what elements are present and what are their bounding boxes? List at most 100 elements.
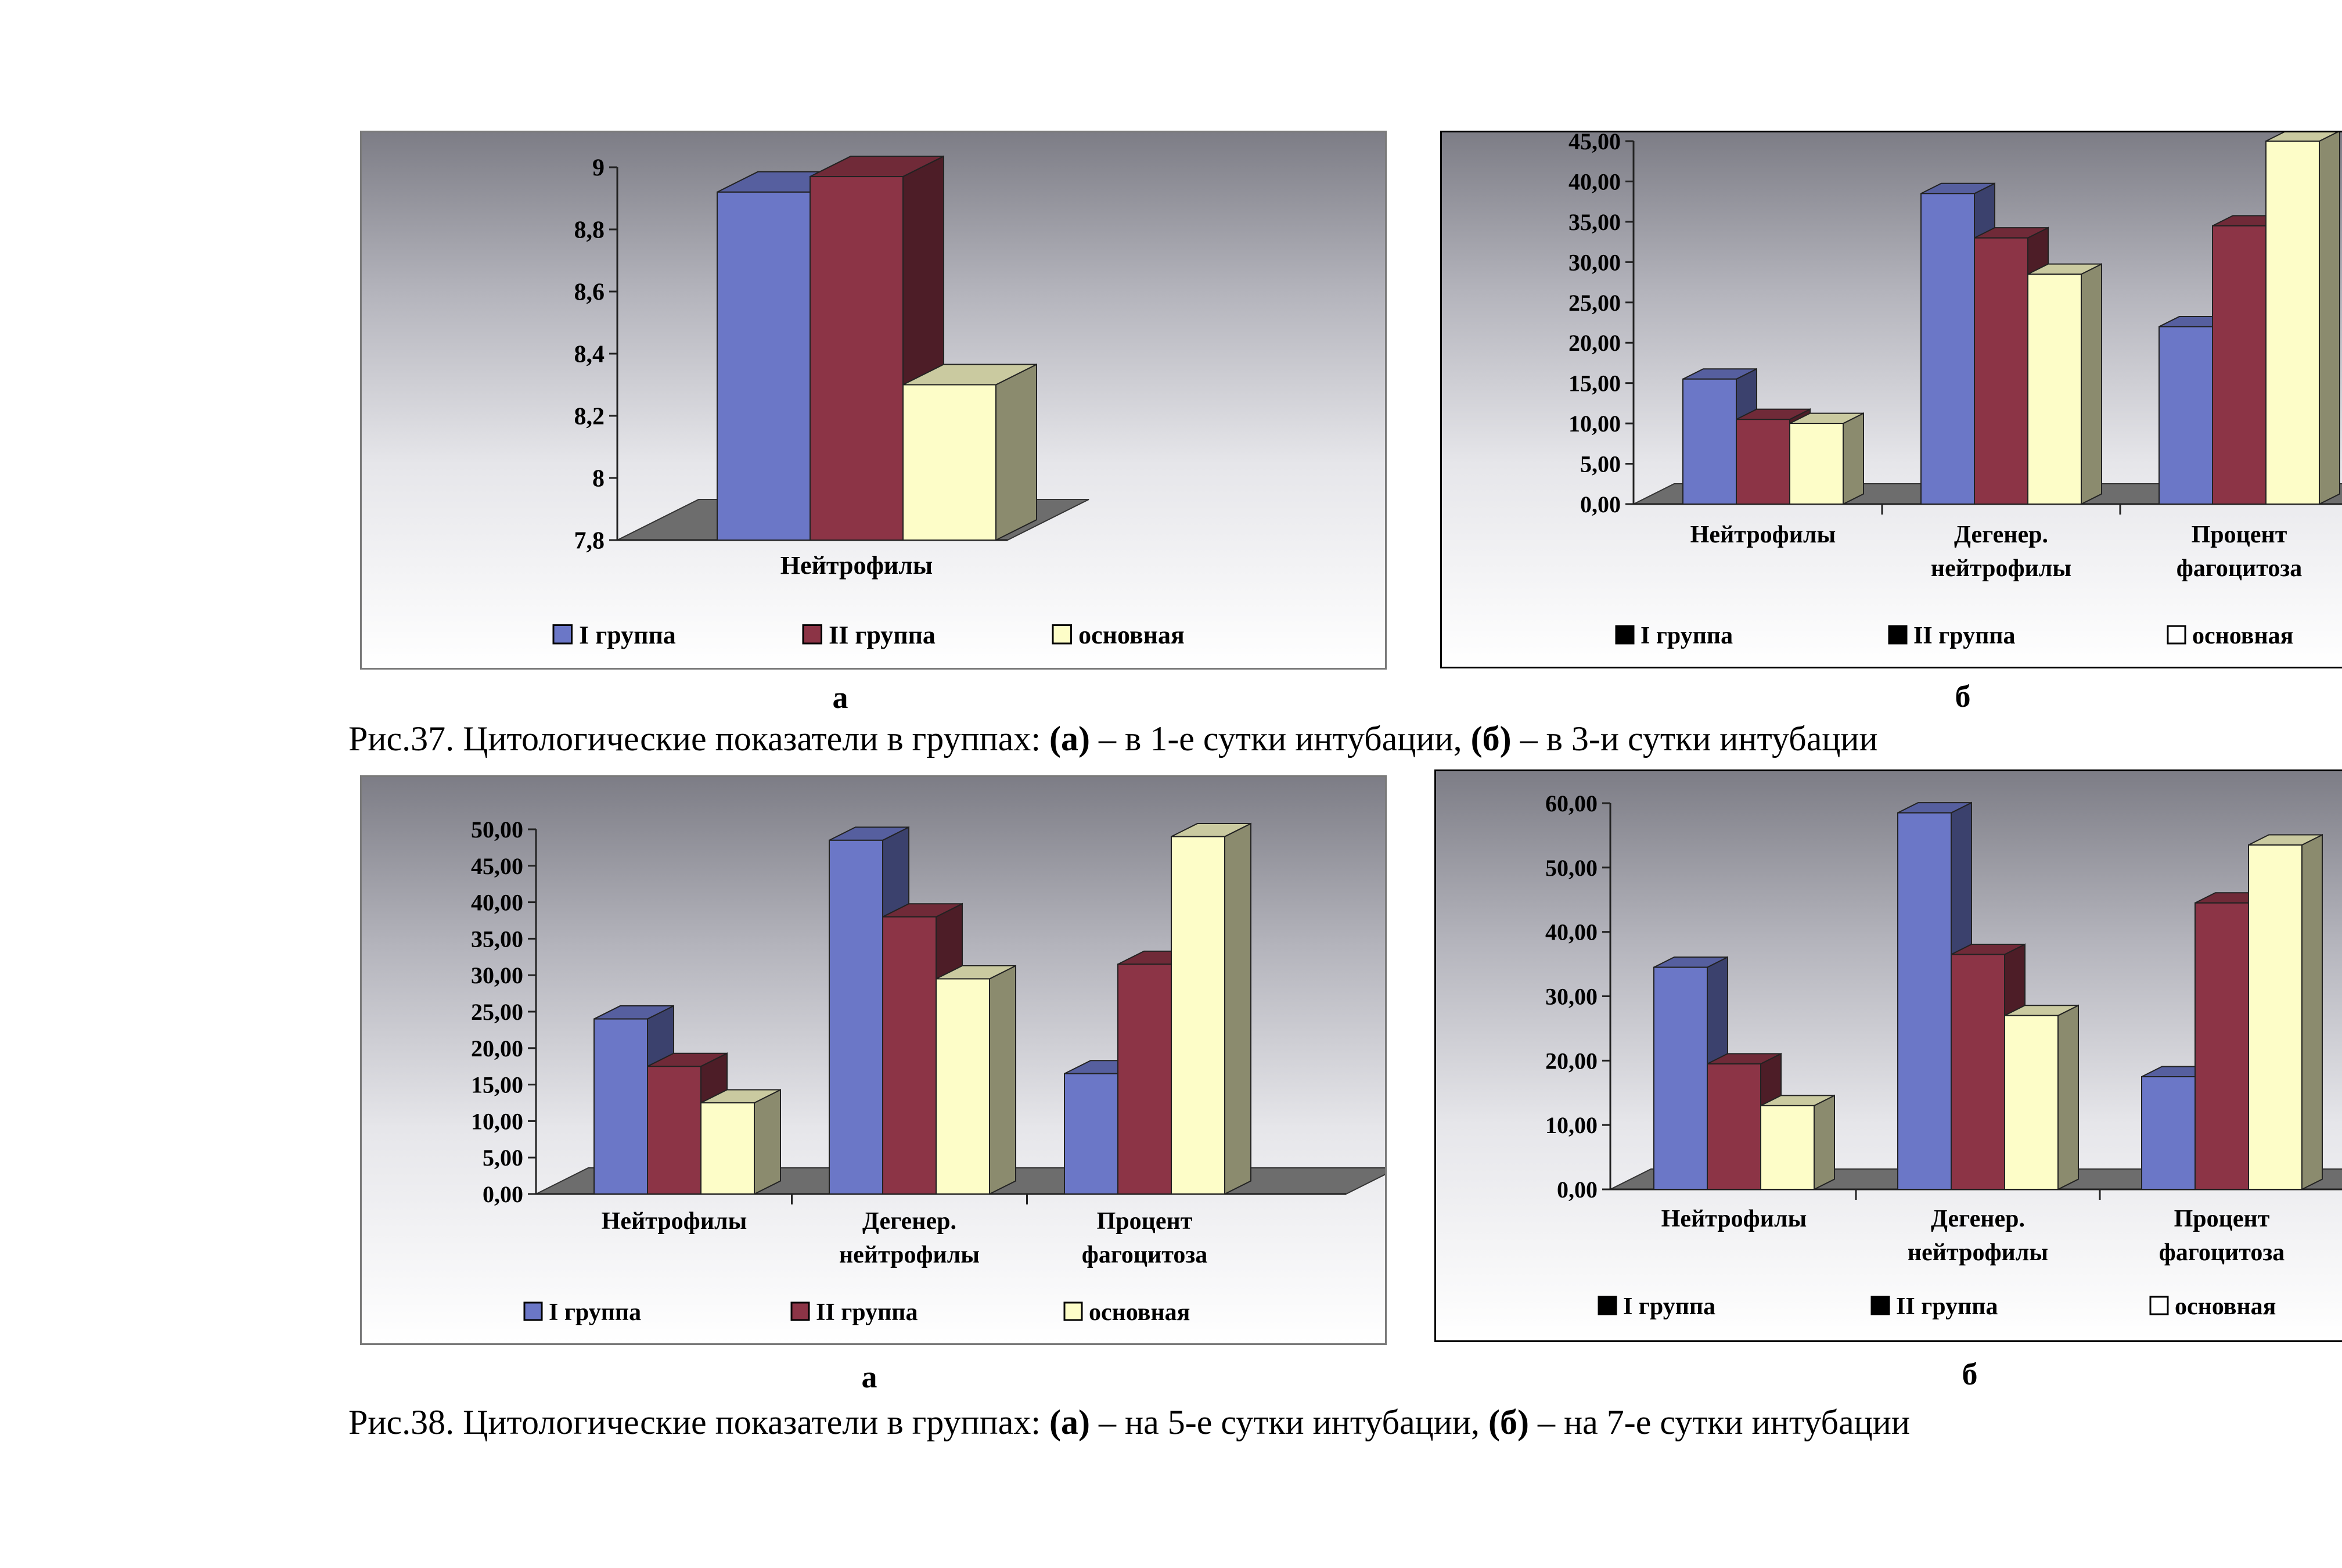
y-tick-label: 25,00: [471, 999, 523, 1025]
y-tick-label: 30,00: [1545, 984, 1598, 1010]
bar-front: [1653, 966, 1708, 1190]
bar-front: [829, 839, 883, 1195]
bar-front: [1951, 954, 2005, 1190]
bar-front: [902, 384, 996, 541]
category-label: нейтрофилы: [1931, 555, 2071, 582]
legend-swatch: [1052, 624, 1072, 645]
category-label: Дегенер.: [1931, 1206, 2025, 1232]
bar-front: [1736, 419, 1790, 505]
y-tick-label: 30,00: [471, 962, 523, 988]
bar-front: [1789, 423, 1844, 505]
legend-label: основная: [1078, 621, 1185, 649]
y-tick-label: 10,00: [471, 1108, 523, 1134]
chart-panel-37a: 9 8,8 8,6 8,4 8,2 8 7,8 Нейтрофилы I группа II гр…: [360, 131, 1387, 670]
legend-swatch: [1888, 625, 1908, 645]
chart-37a: 9 8,8 8,6 8,4 8,2 8 7,8 Нейтрофилы I группа II гр…: [552, 155, 1185, 649]
y-tick-label: 5,00: [483, 1145, 523, 1171]
bar-side: [2081, 263, 2102, 505]
y-tick-label: 0,00: [483, 1181, 523, 1207]
bar-3: [2004, 1004, 2079, 1191]
y-tick-label: 7,8: [574, 528, 605, 555]
y-tick-label: 15,00: [471, 1072, 523, 1098]
category-label: нейтрофилы: [839, 1242, 980, 1268]
legend-swatch: [523, 1301, 543, 1321]
chart-37b: 45,00 40,00 35,00 30,00 25,00 20,00 15,00 10,00…: [1568, 132, 2342, 649]
bar-front: [810, 176, 904, 541]
bar-3: [1760, 1094, 1835, 1191]
bar-3: [1171, 822, 1251, 1195]
category-label: Нейтрофилы: [602, 1208, 747, 1235]
y-tick-label: 10,00: [1568, 411, 1621, 437]
legend-swatch: [802, 624, 822, 645]
y-tick-label: 50,00: [1545, 855, 1598, 881]
legend-label: основная: [2192, 623, 2293, 649]
y-tick-label: 5,00: [1580, 451, 1621, 477]
subfigure-label-37b: б: [1955, 679, 1971, 714]
bar-side: [1843, 412, 1864, 505]
y-tick-label: 40,00: [1545, 919, 1598, 945]
category-label: Нейтрофилы: [1690, 522, 1836, 548]
bar-front: [2194, 902, 2249, 1191]
y-tick-label: 50,00: [471, 817, 523, 843]
category-label: фагоцитоза: [1082, 1242, 1207, 1268]
legend-label: II группа: [829, 621, 936, 649]
bar-side: [995, 363, 1037, 541]
bar-3: [902, 363, 1037, 541]
bar-front: [593, 1018, 648, 1195]
y-tick-label: 45,00: [471, 853, 523, 879]
bar-front: [1064, 1073, 1118, 1195]
bar-front: [1117, 963, 1172, 1195]
legend-swatch: [1063, 1301, 1083, 1321]
category-label: фагоцитоза: [2159, 1239, 2285, 1266]
legend-label: I группа: [549, 1299, 641, 1326]
y-tick-label: 8,6: [574, 279, 605, 306]
chart-panel-38b: 60,00 50,00 40,00 30,00 20,00 10,00 0,00 Нейтро…: [1434, 769, 2342, 1342]
y-tick-label: 8: [592, 466, 605, 492]
caption-a-label: (а): [1049, 720, 1090, 758]
bar-front: [700, 1102, 755, 1195]
bar-front: [2212, 225, 2267, 505]
legend-label: I группа: [1623, 1293, 1715, 1320]
bar-front: [1682, 378, 1737, 505]
category-label: Дегенер.: [1954, 522, 2048, 548]
category-label: нейтрофилы: [1908, 1239, 2048, 1266]
category-label: Процент: [2192, 522, 2287, 548]
figure-37-caption: Рис.37. Цитологические показатели в груп…: [348, 719, 1878, 759]
bar-3: [2027, 263, 2102, 505]
bar-front: [2141, 1076, 2196, 1191]
bar-front: [717, 191, 811, 541]
bar-1: [1653, 956, 1728, 1191]
category-label: Дегенер.: [862, 1208, 956, 1235]
bar-front: [1920, 193, 1975, 505]
legend-swatch: [2149, 1296, 2169, 1315]
bar-side: [989, 965, 1016, 1195]
bar-front: [1171, 836, 1225, 1195]
y-tick-label: 20,00: [1545, 1048, 1598, 1074]
bar-3: [936, 965, 1016, 1195]
y-tick-label: 20,00: [1568, 330, 1621, 356]
bar-side: [2319, 132, 2340, 505]
y-tick-label: 25,00: [1568, 290, 1621, 316]
legend-label: основная: [2175, 1293, 2276, 1320]
bar-side: [2301, 833, 2323, 1191]
legend-label: I группа: [579, 621, 676, 649]
bar-side: [1814, 1094, 1835, 1191]
caption-b-text: – на 7-е сутки интубации: [1528, 1403, 1910, 1441]
caption-b-label: (б): [1488, 1403, 1529, 1441]
y-tick-label: 20,00: [471, 1035, 523, 1062]
category-label: Нейтрофилы: [1661, 1206, 1807, 1232]
bar-front: [2248, 844, 2303, 1190]
y-tick-label: 10,00: [1545, 1112, 1598, 1138]
caption-b-text: – в 3-и сутки интубации: [1511, 720, 1878, 758]
caption-a-text: – в 1-е сутки интубации,: [1089, 720, 1471, 758]
chart-38b: 60,00 50,00 40,00 30,00 20,00 10,00 0,00 Нейтро…: [1545, 790, 2342, 1320]
subfigure-label-38a: а: [861, 1360, 877, 1394]
legend-label: I группа: [1641, 623, 1733, 649]
legend-label: II группа: [1913, 623, 2015, 649]
chart-panel-38a: 50,00 45,00 40,00 35,00 30,00 25,00 20,00 15,00…: [360, 775, 1387, 1345]
y-tick-label: 35,00: [471, 926, 523, 952]
bar-side: [754, 1088, 781, 1195]
legend-swatch: [1615, 625, 1635, 645]
chart-panel-37b: 45,00 40,00 35,00 30,00 25,00 20,00 15,00 10,00…: [1440, 131, 2342, 668]
y-tick-label: 8,4: [574, 341, 605, 368]
